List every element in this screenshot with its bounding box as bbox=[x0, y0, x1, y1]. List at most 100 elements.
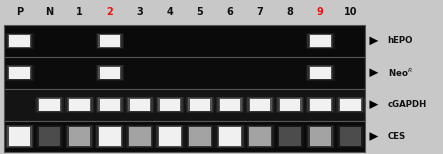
Text: 6: 6 bbox=[227, 7, 233, 17]
Bar bbox=[308, 126, 333, 147]
Bar bbox=[310, 127, 331, 146]
Bar bbox=[247, 97, 273, 112]
Bar bbox=[38, 98, 61, 111]
Bar bbox=[307, 65, 333, 80]
Bar bbox=[340, 127, 361, 146]
Bar bbox=[280, 99, 300, 111]
Bar bbox=[98, 98, 121, 111]
Polygon shape bbox=[369, 132, 378, 141]
Bar bbox=[310, 35, 330, 47]
Bar bbox=[309, 66, 332, 79]
Bar bbox=[39, 99, 60, 111]
Text: Neo$^R$: Neo$^R$ bbox=[388, 67, 412, 79]
Bar bbox=[306, 97, 334, 113]
Bar bbox=[35, 125, 64, 148]
Bar bbox=[310, 67, 330, 79]
Bar bbox=[99, 127, 120, 146]
Bar bbox=[5, 65, 34, 81]
Text: CES: CES bbox=[388, 132, 406, 141]
Bar bbox=[37, 126, 62, 147]
Bar bbox=[9, 67, 30, 79]
Bar bbox=[8, 126, 31, 147]
Bar bbox=[217, 125, 244, 148]
Bar bbox=[338, 126, 362, 147]
Bar bbox=[336, 97, 365, 113]
Bar bbox=[4, 89, 365, 121]
Bar bbox=[100, 35, 120, 47]
Bar bbox=[277, 125, 304, 148]
Bar bbox=[125, 125, 155, 148]
Bar bbox=[246, 97, 274, 113]
Text: 7: 7 bbox=[257, 7, 264, 17]
Bar bbox=[219, 127, 241, 146]
Bar bbox=[128, 126, 152, 147]
Bar bbox=[279, 98, 302, 111]
Bar bbox=[188, 98, 212, 111]
Text: 1: 1 bbox=[76, 7, 83, 17]
Bar bbox=[217, 97, 243, 112]
Text: hEPO: hEPO bbox=[388, 36, 413, 45]
Bar bbox=[309, 34, 332, 48]
Text: 2: 2 bbox=[106, 7, 113, 17]
Bar bbox=[4, 25, 365, 57]
Bar bbox=[159, 99, 180, 111]
Bar bbox=[36, 125, 63, 148]
Bar bbox=[158, 126, 182, 147]
Bar bbox=[96, 65, 124, 81]
Bar bbox=[157, 97, 183, 112]
Bar bbox=[159, 127, 181, 146]
Bar bbox=[96, 125, 123, 148]
Bar bbox=[9, 127, 30, 146]
Bar bbox=[340, 99, 361, 111]
Bar bbox=[247, 125, 274, 148]
Bar bbox=[126, 125, 153, 148]
Bar bbox=[5, 125, 34, 148]
Bar bbox=[307, 125, 334, 148]
Bar bbox=[218, 98, 241, 111]
Bar bbox=[306, 125, 335, 148]
Bar bbox=[218, 126, 242, 147]
Bar bbox=[70, 99, 90, 111]
Bar bbox=[220, 99, 240, 111]
Bar bbox=[97, 34, 123, 48]
Bar bbox=[100, 67, 120, 79]
Bar bbox=[8, 34, 31, 48]
Bar bbox=[277, 97, 303, 112]
Bar bbox=[7, 65, 32, 80]
Bar bbox=[98, 34, 121, 48]
Bar bbox=[306, 65, 334, 81]
Bar bbox=[127, 97, 153, 112]
Bar bbox=[156, 125, 183, 148]
Bar bbox=[96, 33, 124, 49]
Bar bbox=[4, 57, 365, 89]
Text: N: N bbox=[46, 7, 54, 17]
Bar bbox=[97, 65, 123, 80]
Bar bbox=[4, 121, 365, 152]
Text: P: P bbox=[16, 7, 23, 17]
Bar bbox=[128, 98, 152, 111]
Bar bbox=[187, 125, 214, 148]
Text: 10: 10 bbox=[344, 7, 357, 17]
Polygon shape bbox=[369, 36, 378, 45]
Bar bbox=[155, 125, 185, 148]
Bar bbox=[67, 97, 93, 112]
Bar bbox=[100, 99, 120, 111]
Bar bbox=[187, 97, 213, 112]
Bar bbox=[338, 97, 363, 112]
Bar bbox=[189, 127, 211, 146]
Bar bbox=[310, 99, 330, 111]
Bar bbox=[66, 97, 94, 113]
Bar bbox=[39, 127, 60, 146]
Bar bbox=[337, 125, 364, 148]
Bar bbox=[339, 98, 362, 111]
Bar bbox=[249, 127, 271, 146]
Bar bbox=[276, 125, 305, 148]
Bar bbox=[278, 126, 303, 147]
Bar bbox=[307, 34, 333, 48]
Bar bbox=[35, 97, 64, 113]
Bar bbox=[65, 125, 94, 148]
Bar bbox=[6, 125, 33, 148]
Bar bbox=[280, 127, 301, 146]
Polygon shape bbox=[369, 100, 378, 109]
Bar bbox=[96, 97, 124, 113]
